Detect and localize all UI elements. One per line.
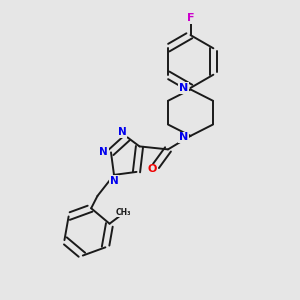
Text: O: O <box>148 164 157 175</box>
Text: N: N <box>99 147 108 158</box>
Text: F: F <box>187 13 194 23</box>
Text: N: N <box>118 127 127 137</box>
Text: N: N <box>110 176 118 186</box>
Text: N: N <box>179 83 188 93</box>
Text: N: N <box>179 132 188 142</box>
Text: CH₃: CH₃ <box>115 208 131 217</box>
